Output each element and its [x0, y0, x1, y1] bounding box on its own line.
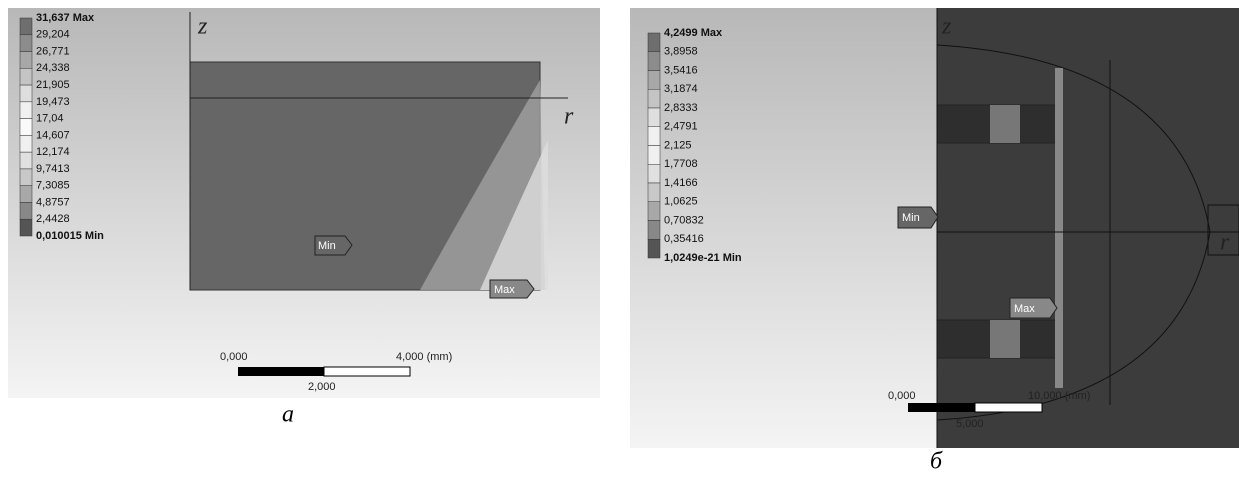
legend-swatch: [20, 169, 32, 186]
legend-swatch: [648, 52, 660, 71]
scale-end: 4,000 (mm): [396, 351, 452, 363]
legend-swatch: [648, 108, 660, 127]
legend-label: 17,04: [36, 113, 64, 125]
min-label: Min: [318, 240, 336, 252]
legend-label: 3,8958: [664, 46, 698, 58]
legend-swatch: [648, 221, 660, 240]
legend-swatch: [648, 89, 660, 108]
legend-swatch: [648, 33, 660, 52]
legend-label: 9,7413: [36, 163, 70, 175]
legend-label: 2,8333: [664, 102, 698, 114]
legend-swatch: [648, 164, 660, 183]
legend-label: 0,70832: [664, 214, 704, 226]
max-label: Max: [1014, 303, 1035, 315]
part: [990, 105, 1020, 143]
max-label: Max: [494, 284, 515, 296]
legend-swatch: [20, 35, 32, 52]
legend-swatch: [20, 102, 32, 119]
legend-label: 31,637 Max: [36, 12, 95, 24]
panel-a: z r Min Max 0,000 4,000 (mm) 2,000 a: [8, 8, 600, 428]
r-label: r: [564, 104, 574, 130]
z-label: z: [941, 14, 952, 40]
legend-swatch: [20, 52, 32, 69]
caption: б: [930, 449, 943, 475]
scale-end: 10,000 (mm): [1028, 390, 1090, 402]
legend-label: 4,2499 Max: [664, 27, 723, 39]
legend-swatch: [20, 119, 32, 136]
r-label: r: [1220, 230, 1230, 256]
legend-swatch: [20, 202, 32, 219]
legend-label: 29,204: [36, 29, 70, 41]
part: [990, 320, 1020, 358]
legend-label: 26,771: [36, 45, 70, 57]
legend-label: 0,010015 Min: [36, 230, 104, 242]
model: [937, 8, 1239, 448]
scale-mid: 5,000: [956, 418, 984, 430]
legend-label: 3,1874: [664, 83, 698, 95]
scale-bar: [238, 367, 324, 376]
legend-label: 12,174: [36, 146, 70, 158]
legend-swatch: [20, 68, 32, 85]
legend-swatch: [648, 71, 660, 90]
legend-swatch: [648, 183, 660, 202]
legend-swatch: [648, 202, 660, 221]
legend-swatch: [20, 219, 32, 236]
legend-swatch: [20, 85, 32, 102]
legend-swatch: [20, 152, 32, 169]
scale-mid: 2,000: [308, 381, 336, 393]
scale-start: 0,000: [888, 390, 916, 402]
legend-label: 1,4166: [664, 177, 698, 189]
legend-label: 21,905: [36, 79, 70, 91]
legend-label: 4,8757: [36, 196, 70, 208]
legend-swatch: [648, 239, 660, 258]
legend-label: 0,35416: [664, 233, 704, 245]
legend-swatch: [20, 186, 32, 203]
legend-label: 2,125: [664, 139, 692, 151]
part: [1055, 68, 1063, 388]
legend-swatch: [20, 135, 32, 152]
legend-label: 1,0249e-21 Min: [664, 252, 742, 264]
panel-b: z r Min Max 0,000 10,000 (mm) 5,000 б: [630, 8, 1239, 475]
legend-label: 14,607: [36, 129, 70, 141]
legend-label: 1,7708: [664, 158, 698, 170]
legend-swatch: [648, 146, 660, 165]
legend-label: 1,0625: [664, 196, 698, 208]
scale-bar: [324, 367, 410, 376]
legend-label: 2,4428: [36, 213, 70, 225]
figure: z r Min Max 0,000 4,000 (mm) 2,000 a z r…: [0, 0, 1239, 484]
legend-label: 19,473: [36, 96, 70, 108]
legend-swatch: [20, 18, 32, 35]
z-label: z: [197, 14, 208, 40]
caption: a: [282, 402, 294, 428]
legend-label: 24,338: [36, 62, 70, 74]
scale-bar: [908, 403, 975, 412]
legend-swatch: [648, 127, 660, 146]
min-label: Min: [902, 212, 920, 224]
scale-bar: [975, 403, 1042, 412]
legend-label: 7,3085: [36, 180, 70, 192]
scale-start: 0,000: [220, 351, 248, 363]
legend-label: 3,5416: [664, 64, 698, 76]
legend-label: 2,4791: [664, 121, 698, 133]
